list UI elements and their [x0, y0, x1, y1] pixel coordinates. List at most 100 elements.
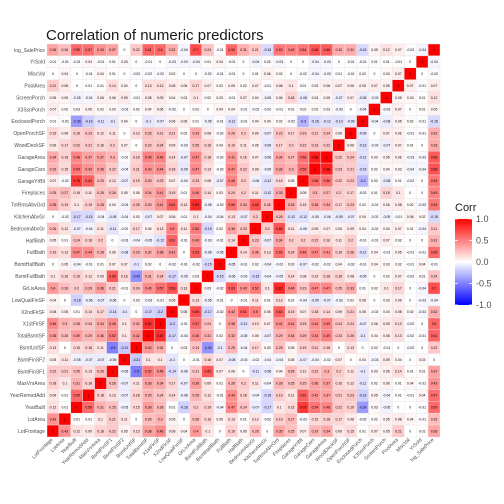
cell-value-label: 0.03 [181, 346, 188, 350]
cell-value-label: 0.05 [383, 429, 390, 433]
cell-value-label: 0.1 [122, 334, 127, 338]
cell-value-label: 0 [338, 60, 340, 64]
cell-value-label: 0.13 [181, 286, 188, 290]
cell-value-label: 0.62 [85, 179, 92, 183]
cell-value-label: 0.07 [335, 84, 342, 88]
cell-value-label: 0.13 [157, 84, 164, 88]
cell-value-label: -0.07 [180, 382, 188, 386]
cell-value-label: 0.03 [371, 405, 378, 409]
cell-value-label: 0.27 [288, 417, 295, 421]
cell-value-label: 0.56 [300, 155, 307, 159]
cell-value-label: 0.65 [324, 48, 331, 52]
cell-value-label: -0.04 [252, 394, 260, 398]
cell-value-label: -0.01 [406, 394, 414, 398]
cell-value-label: -0.09 [335, 215, 343, 219]
cell-value-label: -0.39 [359, 405, 367, 409]
cell-value-label: 0.06 [181, 120, 188, 124]
cell-value-label: 0.34 [157, 382, 164, 386]
cell-value-label: 0 [409, 405, 411, 409]
cell-value-label: -0.04 [240, 346, 248, 350]
cell-value-label: -0.08 [263, 370, 271, 374]
cell-value-label: 0.03 [264, 346, 271, 350]
cell-value-label: -0.02 [216, 155, 224, 159]
cell-value-label: -0.15 [216, 274, 224, 278]
cell-value-label: 0.2 [241, 382, 246, 386]
cell-value-label: 0.36 [252, 251, 259, 255]
cell-value-label: 0.33 [288, 203, 295, 207]
cell-value-label: 0.26 [276, 215, 283, 219]
y-tick-label: YearRemodAdd [10, 393, 45, 399]
cell-value-label: -0.04 [311, 358, 319, 362]
cell-value-label: 0.05 [62, 263, 69, 267]
cell-value-label: 0.17 [133, 227, 140, 231]
cell-value-label: 0.03 [204, 286, 211, 290]
cell-value-label: 0.05 [383, 417, 390, 421]
cell-value-label: 0.05 [383, 84, 390, 88]
cell-value-label: 1 [433, 48, 435, 52]
cell-value-label: 0.02 [371, 179, 378, 183]
cell-value-label: -0.1 [110, 120, 116, 124]
cell-value-label: 0.45 [157, 370, 164, 374]
cell-value-label: 0.03 [419, 358, 426, 362]
cell-value-label: -0.01 [216, 298, 224, 302]
cell-value-label: -0.05 [204, 120, 212, 124]
cell-value-label: 0.09 [204, 382, 211, 386]
cell-value-label: 0.17 [395, 286, 402, 290]
cell-value-label: 0.17 [347, 191, 354, 195]
cell-value-label: 0.07 [109, 263, 116, 267]
cell-value-label: 0.43 [50, 417, 57, 421]
cell-value-label: 0.39 [97, 286, 104, 290]
cell-value-label: 0.21 [85, 143, 92, 147]
cell-value-label: 0.01 [50, 60, 57, 64]
cell-value-label: 0.37 [431, 370, 438, 374]
cell-value-label: 0.22 [240, 167, 247, 171]
cell-value-label: 0.05 [228, 84, 235, 88]
cell-value-label: 0.01 [193, 120, 200, 124]
cell-value-label: -0.01 [180, 239, 188, 243]
cell-value-label: 0.08 [62, 84, 69, 88]
cell-value-label: 1 [112, 370, 114, 374]
cell-value-label: 0.54 [431, 179, 438, 183]
cell-value-label: 0.4 [51, 286, 56, 290]
cell-value-label: 1 [314, 167, 316, 171]
cell-value-label: -0.05 [359, 274, 367, 278]
cell-value-label: 0.03 [288, 263, 295, 267]
cell-value-label: 0.07 [395, 274, 402, 278]
cell-value-label: 0.16 [97, 143, 104, 147]
cell-value-label: -0.12 [263, 179, 271, 183]
cell-value-label: 0.04 [383, 167, 390, 171]
cell-value-label: -0.01 [347, 72, 355, 76]
y-tick-label: ScreenPorch [16, 95, 45, 101]
y-tick-label: X1stFlrSF [23, 322, 45, 328]
cell-value-label: 0.06 [359, 310, 366, 314]
cell-value-label: 1 [123, 358, 125, 362]
cell-value-label: 0.14 [240, 251, 247, 255]
cell-value-label: 0.01 [85, 84, 92, 88]
cell-value-label: 0.05 [252, 334, 259, 338]
cell-value-label: 0.34 [276, 239, 283, 243]
cell-value-label: -0.04 [263, 358, 271, 362]
cell-value-label: 0.19 [204, 405, 211, 409]
cell-value-label: 0.42 [145, 346, 152, 350]
cell-value-label: 0.47 [228, 405, 235, 409]
cell-value-label: 0.32 [169, 48, 176, 52]
cell-value-label: -0.07 [97, 358, 105, 362]
cell-value-label: 0.29 [145, 394, 152, 398]
cell-value-label: -0.1 [121, 310, 127, 314]
cell-value-label: -0.21 [132, 358, 140, 362]
cell-value-label: -0.01 [371, 239, 379, 243]
cell-value-label: 0 [135, 120, 137, 124]
cell-value-label: 0.31 [204, 334, 211, 338]
cell-value-label: 0.35 [276, 429, 283, 433]
cell-value-label: 0.13 [157, 227, 164, 231]
y-tick-label: WoodDeckSF [14, 143, 45, 149]
cell-value-label: 0.16 [240, 155, 247, 159]
cell-value-label: -0.15 [252, 274, 260, 278]
cell-value-label: 0.06 [169, 215, 176, 219]
cell-value-label: -0.01 [383, 346, 391, 350]
cell-value-label: -0.02 [156, 72, 164, 76]
cell-value-label: 0.2 [265, 227, 270, 231]
cell-value-label: 0.04 [85, 60, 92, 64]
cell-value-label: 0.1 [396, 191, 401, 195]
cell-value-label: 0.12 [62, 227, 69, 231]
